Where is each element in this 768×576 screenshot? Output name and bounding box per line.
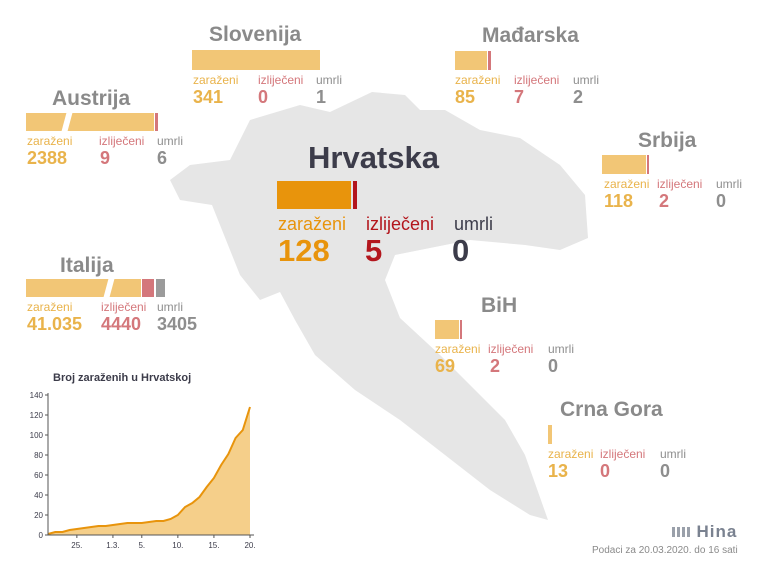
croatia-recovered-label: izliječeni	[366, 214, 435, 234]
serbia-infected-label: zaraženi	[604, 177, 650, 191]
map-island	[232, 215, 250, 262]
x-tick-label: 5.	[138, 541, 145, 550]
y-tick-label: 100	[30, 431, 44, 440]
montenegro-recovered-label: izliječeni	[600, 447, 646, 461]
slovenia-infected-value: 341	[193, 87, 224, 107]
chart-line	[47, 406, 251, 535]
croatia-infected-value: 128	[278, 233, 330, 268]
slovenia-recovered-label: izliječeni	[258, 73, 304, 87]
montenegro-infected-bar	[548, 425, 552, 444]
slovenia-recovered-value: 0	[258, 87, 269, 107]
serbia-infected-bar	[602, 155, 646, 174]
hungary-infected-value: 85	[455, 87, 476, 107]
croatia-infected-bar	[277, 181, 351, 209]
bih-infected-value: 69	[435, 356, 456, 376]
y-tick-label: 140	[30, 391, 44, 400]
croatia-recovered-value: 5	[365, 233, 383, 268]
x-tick-label: 25.	[71, 541, 82, 550]
bih-name: BiH	[481, 294, 518, 317]
bih-deaths-label: umrli	[548, 342, 574, 356]
y-tick-label: 120	[30, 411, 44, 420]
austria-recovered-bar	[155, 113, 158, 131]
y-tick-label: 0	[39, 531, 44, 540]
map-shape	[170, 92, 588, 520]
y-tick-label: 80	[34, 451, 43, 460]
slovenia-infected-bar	[192, 50, 320, 70]
croatia-infected-label: zaraženi	[278, 214, 347, 234]
bih-recovered-label: izliječeni	[488, 342, 534, 356]
chart-title: Broj zaraženih u Hrvatskoj	[53, 372, 192, 384]
slovenia-infected-label: zaraženi	[193, 73, 239, 87]
hungary-deaths-value: 2	[573, 87, 584, 107]
slovenia-name: Slovenija	[209, 23, 302, 46]
bih-infected-bar	[435, 320, 459, 339]
y-tick-label: 40	[34, 491, 43, 500]
austria-deaths-label: umrli	[157, 134, 183, 148]
hungary-infected-label: zaraženi	[455, 73, 501, 87]
x-tick-label: 1.3.	[106, 541, 119, 550]
serbia-recovered-label: izliječeni	[657, 177, 703, 191]
serbia-deaths-label: umrli	[716, 177, 742, 191]
x-tick-label: 20.	[244, 541, 255, 550]
bih-recovered-value: 2	[490, 356, 501, 376]
map-island	[395, 405, 445, 428]
hungary-recovered-label: izliječeni	[514, 73, 560, 87]
montenegro-name: Crna Gora	[560, 398, 663, 421]
bih-infected-label: zaraženi	[435, 342, 481, 356]
serbia-infected-value: 118	[604, 191, 634, 211]
italy-infected-label: zaraženi	[27, 300, 73, 314]
austria-deaths-value: 6	[157, 148, 168, 168]
y-tick-label: 60	[34, 471, 43, 480]
italy-deaths-value: 3405	[157, 314, 198, 334]
hina-logo-text: Hina	[696, 522, 738, 541]
montenegro-recovered-value: 0	[600, 461, 611, 481]
map-island	[330, 340, 380, 362]
austria-recovered-value: 9	[100, 148, 111, 168]
italy-deaths-label: umrli	[157, 300, 183, 314]
croatia-name: Hrvatska	[308, 140, 439, 175]
croatia-deaths-label: umrli	[454, 214, 493, 234]
serbia-recovered-value: 2	[659, 191, 670, 211]
italy-recovered-bar	[142, 279, 154, 297]
austria-infected-value: 2388	[27, 148, 68, 168]
slovenia-deaths-value: 1	[316, 87, 327, 107]
map-island	[365, 378, 415, 396]
hina-logo-mark	[672, 527, 692, 537]
austria-recovered-label: izliječeni	[99, 134, 145, 148]
italy-recovered-label: izliječeni	[101, 300, 147, 314]
bih-recovered-bar	[460, 320, 462, 339]
source-note: Podaci za 20.03.2020. do 16 sati	[592, 545, 738, 556]
hungary-recovered-value: 7	[514, 87, 525, 107]
chart-area	[48, 407, 250, 535]
serbia-name: Srbija	[638, 129, 697, 152]
bih-deaths-value: 0	[548, 356, 559, 376]
hina-logo: Hina	[672, 522, 737, 542]
italy-infected-value: 41.035	[27, 314, 83, 334]
montenegro-infected-value: 13	[548, 461, 569, 481]
montenegro-deaths-label: umrli	[660, 447, 686, 461]
serbia-deaths-value: 0	[716, 191, 727, 211]
austria-name: Austrija	[52, 87, 131, 110]
x-tick-label: 10.	[172, 541, 183, 550]
infections-chart: 0 20 40 60 80 100 120 140 25. 1.3. 5. 10. 15. 20.	[30, 391, 256, 550]
hungary-deaths-label: umrli	[573, 73, 599, 87]
croatia-recovered-bar	[353, 181, 357, 209]
italy-name: Italija	[60, 254, 114, 277]
montenegro-deaths-value: 0	[660, 461, 671, 481]
slovenia-deaths-label: umrli	[316, 73, 342, 87]
hungary-infected-bar	[455, 51, 487, 70]
y-tick-label: 20	[34, 511, 43, 520]
italy-deaths-bar	[156, 279, 165, 297]
montenegro-infected-label: zaraženi	[548, 447, 594, 461]
austria-infected-bar	[26, 113, 154, 131]
serbia-recovered-bar	[647, 155, 649, 174]
austria-infected-label: zaraženi	[27, 134, 73, 148]
x-tick-label: 15.	[208, 541, 219, 550]
italy-recovered-value: 4440	[101, 314, 142, 334]
italy-infected-bar	[26, 279, 141, 297]
hungary-recovered-bar	[488, 51, 491, 70]
croatia-deaths-value: 0	[452, 233, 470, 268]
hungary-name: Mađarska	[482, 24, 579, 47]
